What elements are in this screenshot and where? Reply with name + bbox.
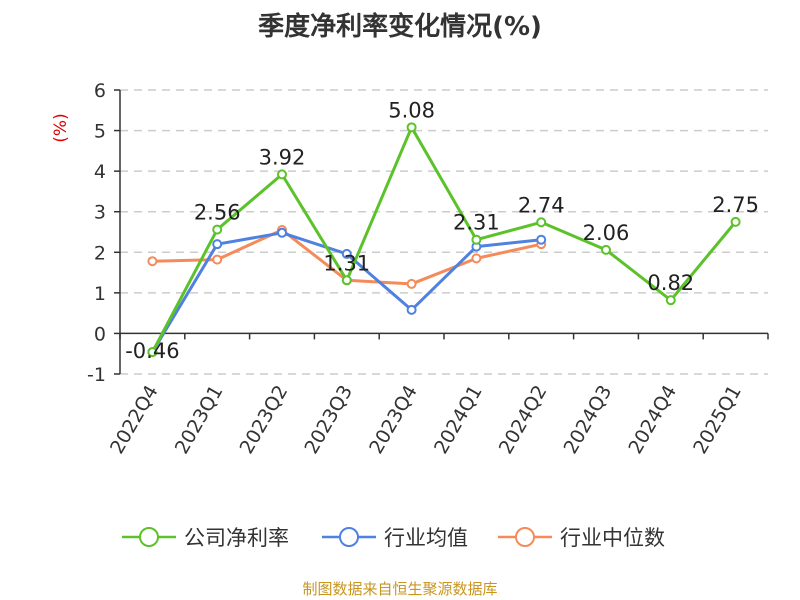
legend-item: 公司净利率 [122, 526, 289, 550]
x-tick-label: 2022Q4 [106, 382, 163, 458]
data-point [730, 216, 741, 227]
series-line [151, 125, 737, 353]
data-label: 2.75 [712, 193, 759, 217]
legend-item: 行业均值 [322, 526, 468, 550]
data-point [147, 347, 158, 358]
data-point [536, 234, 547, 245]
legend-label: 行业中位数 [560, 526, 665, 550]
data-label: 3.92 [259, 145, 306, 169]
data-label: 1.31 [323, 251, 370, 275]
data-point [212, 224, 223, 235]
legend-swatch-marker [139, 527, 159, 547]
data-point [406, 278, 417, 289]
chart-title: 季度净利率变化情况(%) [258, 12, 542, 42]
legend-swatch-marker [515, 527, 535, 547]
series-lines [147, 122, 741, 358]
y-tick-label: -1 [87, 364, 106, 386]
data-point [277, 227, 287, 238]
y-tick-label: 2 [94, 242, 106, 264]
y-tick-label: 4 [94, 161, 106, 183]
y-tick-label: 1 [94, 283, 106, 305]
x-tick-label: 2024Q2 [495, 382, 552, 458]
data-point [601, 244, 611, 255]
x-tick-label: 2023Q2 [236, 382, 293, 458]
legend-label: 行业均值 [384, 526, 468, 550]
data-label: 2.74 [518, 193, 565, 217]
data-label: 2.06 [583, 221, 630, 245]
x-tick-label: 2023Q4 [365, 382, 422, 458]
data-point [406, 122, 417, 133]
x-tick-label: 2023Q3 [300, 382, 357, 458]
data-label: 0.82 [647, 271, 694, 295]
data-label: 2.31 [453, 211, 500, 235]
x-tick-label: 2024Q4 [624, 382, 681, 458]
x-tick-label: 2024Q3 [560, 382, 617, 458]
y-tick-label: 0 [94, 323, 106, 345]
data-point [536, 217, 547, 228]
source-note: 制图数据来自恒生聚源数据库 [302, 580, 498, 598]
data-point [212, 254, 223, 265]
data-point [147, 256, 158, 267]
data-point [471, 234, 482, 245]
y-axis-unit-label: (%) [51, 113, 71, 142]
legend-item: 行业中位数 [498, 526, 665, 550]
data-label: -0.46 [125, 339, 179, 363]
y-tick-label: 3 [94, 202, 106, 224]
data-label: 2.56 [194, 201, 241, 225]
legend-label: 公司净利率 [184, 526, 289, 550]
data-point [277, 169, 287, 180]
data-point [406, 304, 417, 315]
data-point [471, 253, 482, 264]
legend: 公司净利率 行业均值 行业中位数 [122, 526, 665, 550]
y-tick-label: 5 [94, 121, 106, 143]
data-point [665, 295, 676, 306]
x-tick-label: 2023Q1 [171, 382, 228, 458]
data-point [341, 275, 352, 286]
x-tick-label: 2025Q1 [689, 382, 746, 458]
y-tick-label: 6 [94, 80, 106, 102]
x-tick-label: 2024Q1 [430, 382, 487, 458]
legend-swatch-marker [339, 527, 359, 547]
data-label: 5.08 [388, 98, 435, 122]
data-point [212, 239, 223, 250]
data-labels: -0.46 2.56 3.92 1.31 5.08 2.31 2.74 2.06 0.82 2.7… [125, 98, 759, 363]
data-point [341, 248, 352, 259]
